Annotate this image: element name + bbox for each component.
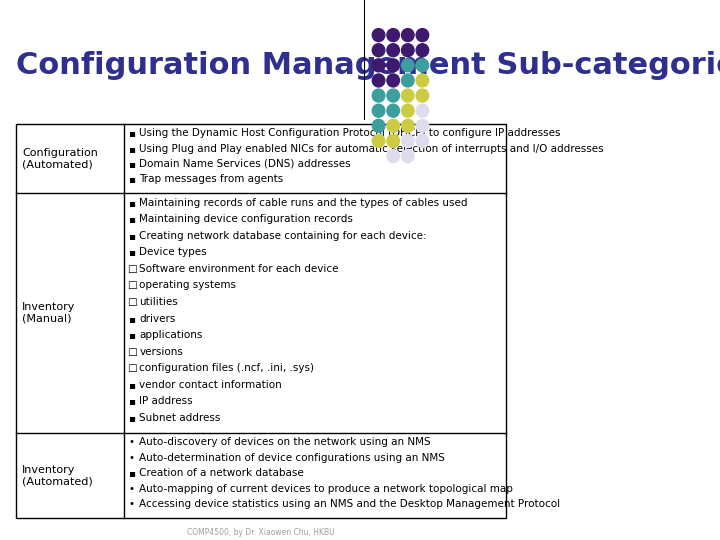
Circle shape — [416, 29, 428, 42]
Circle shape — [387, 119, 400, 132]
Text: Configuration Management Sub-categories: Configuration Management Sub-categories — [16, 51, 720, 80]
Circle shape — [402, 119, 414, 132]
Text: □: □ — [127, 297, 137, 307]
Circle shape — [372, 29, 384, 42]
Text: drivers: drivers — [139, 314, 176, 323]
Circle shape — [387, 134, 400, 147]
Circle shape — [416, 59, 428, 72]
Text: Auto-discovery of devices on the network using an NMS: Auto-discovery of devices on the network… — [139, 437, 431, 447]
Text: •: • — [129, 484, 135, 494]
Text: COMP4500, by Dr. Xiaowen Chu, HKBU: COMP4500, by Dr. Xiaowen Chu, HKBU — [187, 528, 335, 537]
Circle shape — [372, 119, 384, 132]
Text: •: • — [129, 500, 135, 509]
Circle shape — [372, 104, 384, 117]
Circle shape — [416, 89, 428, 102]
Text: Creating network database containing for each device:: Creating network database containing for… — [139, 231, 427, 241]
Text: versions: versions — [139, 347, 183, 356]
Circle shape — [387, 44, 400, 57]
Text: vendor contact information: vendor contact information — [139, 380, 282, 390]
Text: •: • — [129, 437, 135, 447]
Circle shape — [402, 74, 414, 87]
Text: ▪: ▪ — [128, 413, 135, 423]
Circle shape — [416, 119, 428, 132]
Text: Maintaining device configuration records: Maintaining device configuration records — [139, 214, 354, 224]
Text: ▪: ▪ — [128, 247, 135, 258]
Text: applications: applications — [139, 330, 203, 340]
Text: Accessing device statistics using an NMS and the Desktop Management Protocol: Accessing device statistics using an NMS… — [139, 500, 560, 509]
Text: □: □ — [127, 280, 137, 291]
Circle shape — [402, 44, 414, 57]
Circle shape — [416, 44, 428, 57]
Circle shape — [372, 89, 384, 102]
Text: Creation of a network database: Creation of a network database — [139, 468, 304, 478]
Text: ▪: ▪ — [128, 129, 135, 138]
Bar — [16, 124, 506, 518]
Circle shape — [372, 59, 384, 72]
Text: ▪: ▪ — [128, 314, 135, 323]
Circle shape — [402, 104, 414, 117]
Text: □: □ — [127, 347, 137, 356]
Circle shape — [387, 150, 400, 163]
Circle shape — [387, 29, 400, 42]
Text: ▪: ▪ — [128, 214, 135, 224]
Text: □: □ — [127, 363, 137, 373]
Text: Trap messages from agents: Trap messages from agents — [139, 174, 284, 184]
Text: Maintaining records of cable runs and the types of cables used: Maintaining records of cable runs and th… — [139, 198, 468, 208]
Circle shape — [402, 150, 414, 163]
Text: ▪: ▪ — [128, 380, 135, 390]
Text: IP address: IP address — [139, 396, 193, 406]
Text: configuration files (.ncf, .ini, .sys): configuration files (.ncf, .ini, .sys) — [139, 363, 315, 373]
Text: ▪: ▪ — [128, 159, 135, 169]
Text: Device types: Device types — [139, 247, 207, 258]
Circle shape — [402, 89, 414, 102]
Circle shape — [402, 59, 414, 72]
Text: Inventory
(Manual): Inventory (Manual) — [22, 302, 76, 323]
Text: Configuration
(Automated): Configuration (Automated) — [22, 147, 98, 169]
Text: utilities: utilities — [139, 297, 178, 307]
Text: ▪: ▪ — [128, 198, 135, 208]
Text: •: • — [129, 453, 135, 463]
Circle shape — [387, 59, 400, 72]
Circle shape — [387, 74, 400, 87]
Text: ▪: ▪ — [128, 468, 135, 478]
Text: Auto-mapping of current devices to produce a network topological map: Auto-mapping of current devices to produ… — [139, 484, 513, 494]
Text: ▪: ▪ — [128, 396, 135, 406]
Circle shape — [416, 134, 428, 147]
Circle shape — [387, 104, 400, 117]
Text: Using the Dynamic Host Configuration Protocol (DHCP) to configure IP addresses: Using the Dynamic Host Configuration Pro… — [139, 129, 561, 138]
Circle shape — [387, 89, 400, 102]
Text: Subnet address: Subnet address — [139, 413, 221, 423]
Text: Software environment for each device: Software environment for each device — [139, 264, 339, 274]
Text: ▪: ▪ — [128, 174, 135, 184]
Text: ▪: ▪ — [128, 231, 135, 241]
Text: operating systems: operating systems — [139, 280, 236, 291]
Circle shape — [372, 74, 384, 87]
Text: Domain Name Services (DNS) addresses: Domain Name Services (DNS) addresses — [139, 159, 351, 169]
Text: ▪: ▪ — [128, 330, 135, 340]
Text: Using Plug and Play enabled NICs for automatic selection of interrupts and I/O a: Using Plug and Play enabled NICs for aut… — [139, 144, 604, 153]
Circle shape — [372, 134, 384, 147]
Circle shape — [416, 104, 428, 117]
Text: Auto-determination of device configurations using an NMS: Auto-determination of device configurati… — [139, 453, 445, 463]
Circle shape — [402, 134, 414, 147]
Text: ▪: ▪ — [128, 144, 135, 153]
Circle shape — [402, 29, 414, 42]
Circle shape — [416, 74, 428, 87]
Circle shape — [372, 44, 384, 57]
Text: Inventory
(Automated): Inventory (Automated) — [22, 465, 93, 487]
Text: □: □ — [127, 264, 137, 274]
